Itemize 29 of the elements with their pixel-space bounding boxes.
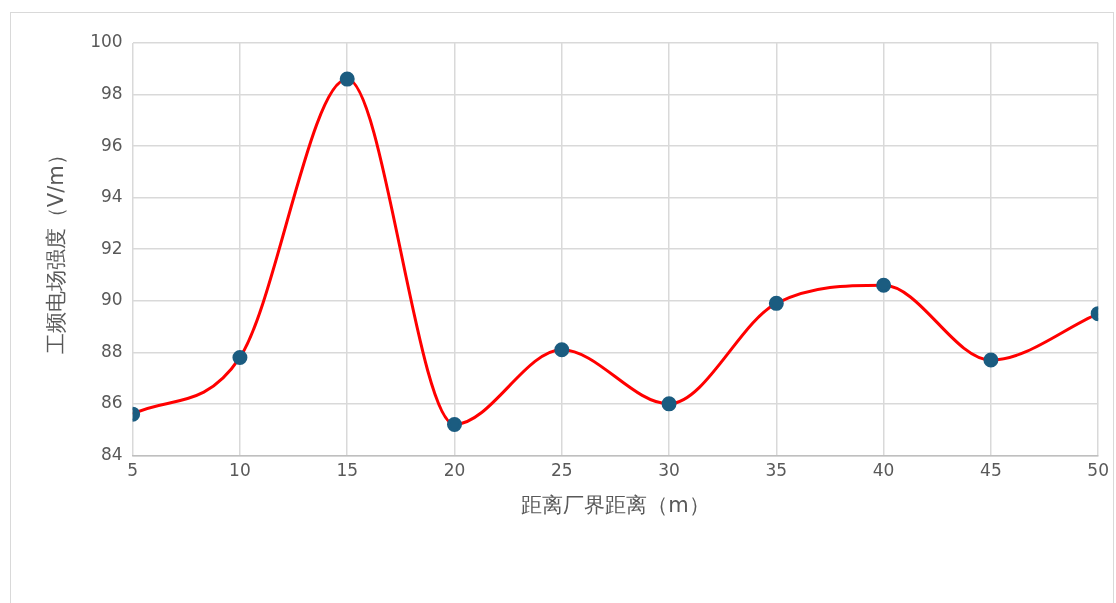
- y-tick-label: 100: [90, 31, 123, 52]
- x-tick-label: 25: [550, 460, 573, 481]
- point: [768, 295, 784, 311]
- y-tick-label: 98: [101, 82, 123, 103]
- y-tick-label: 92: [101, 237, 123, 258]
- point: [876, 277, 892, 293]
- y-axis-title: 工频电场强度（V/m）: [44, 144, 69, 355]
- y-tick-label: 86: [101, 392, 123, 413]
- x-tick-label: 20: [443, 460, 466, 481]
- x-tick-label: 30: [658, 460, 680, 481]
- point: [554, 342, 570, 358]
- x-tick-label: 15: [336, 460, 359, 481]
- point: [339, 71, 355, 87]
- y-tick-label: 88: [101, 340, 123, 361]
- x-tick-label: 40: [872, 460, 895, 481]
- x-tick-label: 10: [229, 460, 251, 481]
- x-tick-label: 50: [1087, 460, 1109, 481]
- point: [983, 352, 999, 368]
- y-tick-label: 94: [101, 186, 123, 207]
- y-tick-label: 84: [101, 443, 123, 464]
- x-tick-label: 5: [127, 460, 139, 481]
- point: [661, 396, 677, 412]
- x-tick-label: 35: [765, 460, 788, 481]
- point: [446, 416, 462, 432]
- y-tick-label: 90: [101, 289, 123, 310]
- x-axis-title: 距离厂界距离（m）: [521, 492, 710, 517]
- y-tick-label: 96: [101, 134, 123, 155]
- x-tick-label: 45: [980, 460, 1002, 481]
- point: [232, 349, 248, 365]
